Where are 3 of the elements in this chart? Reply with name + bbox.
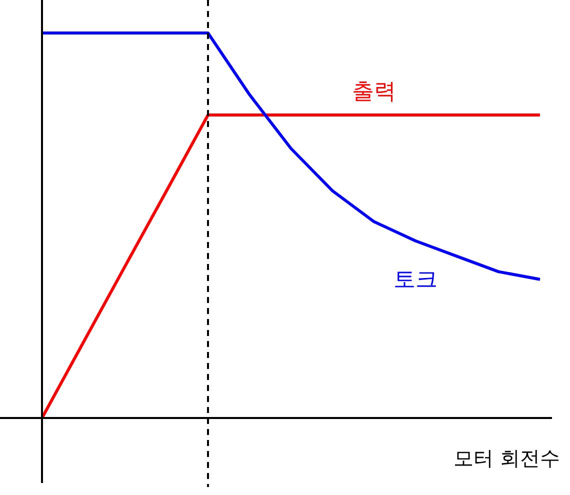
- series-label: 토크: [394, 268, 438, 293]
- series-label: 출력: [352, 80, 396, 105]
- x-axis-title: 모터 회전수: [454, 446, 560, 470]
